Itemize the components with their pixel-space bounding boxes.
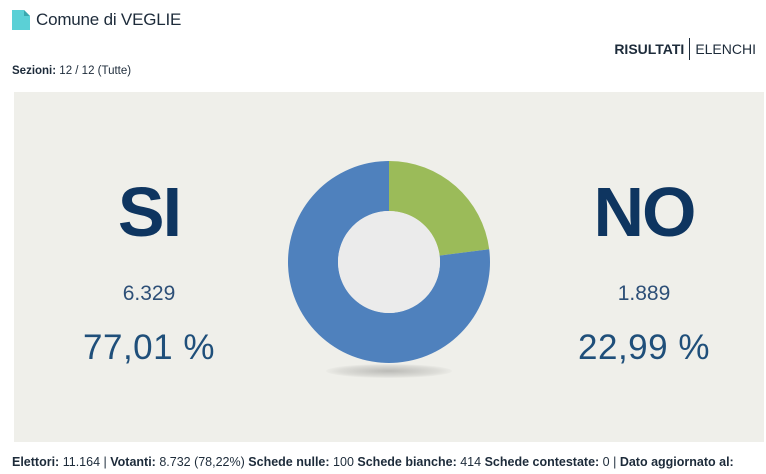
null-ballots-value: 100 — [333, 455, 354, 469]
voters-value: 8.732 (78,22%) — [159, 455, 245, 469]
tab-lists[interactable]: ELENCHI — [695, 41, 756, 57]
voters-label: Votanti: — [110, 455, 156, 469]
sections-value: 12 / 12 (Tutte) — [59, 65, 132, 77]
donut-slice-no — [389, 161, 490, 256]
footer-stats: Elettori: 11.164 | Votanti: 8.732 (78,22… — [12, 455, 734, 469]
yes-label: SI — [117, 173, 182, 251]
tab-results[interactable]: RISULTATI — [614, 41, 685, 57]
sections-label: Sezioni: — [12, 65, 57, 77]
contested-ballots-label: Schede contestate: — [484, 455, 600, 469]
chart-shadow — [326, 364, 452, 378]
donut-hole — [338, 211, 440, 313]
no-label: NO — [593, 173, 697, 251]
electors-label: Elettori: — [12, 455, 60, 469]
page-title: Comune di VEGLIE — [36, 10, 182, 29]
donut-slice-si — [288, 161, 490, 363]
results-panel: SI 6.329 77,01 % NO 1.889 22,99 % — [14, 92, 764, 442]
sections-info: Sezioni: 12 / 12 (Tutte) — [12, 65, 131, 77]
yes-votes: 6.329 — [122, 282, 176, 305]
updated-label: Dato aggiornato al: — [619, 455, 734, 469]
electors-value: 11.164 — [62, 455, 101, 469]
contested-ballots-value: 0 — [602, 455, 610, 469]
nav-divider — [689, 38, 691, 60]
results-nav: RISULTATI ELENCHI — [614, 38, 756, 60]
blank-ballots-label: Schede bianche: — [357, 455, 457, 469]
document-icon — [12, 10, 30, 30]
page-header: Comune di VEGLIE — [12, 8, 181, 32]
blank-ballots-value: 414 — [460, 455, 482, 469]
no-votes: 1.889 — [617, 282, 671, 305]
no-percent: 22,99 % — [578, 328, 710, 367]
results-donut-chart — [288, 161, 490, 363]
yes-percent: 77,01 % — [83, 328, 215, 367]
null-ballots-label: Schede nulle: — [248, 455, 330, 469]
